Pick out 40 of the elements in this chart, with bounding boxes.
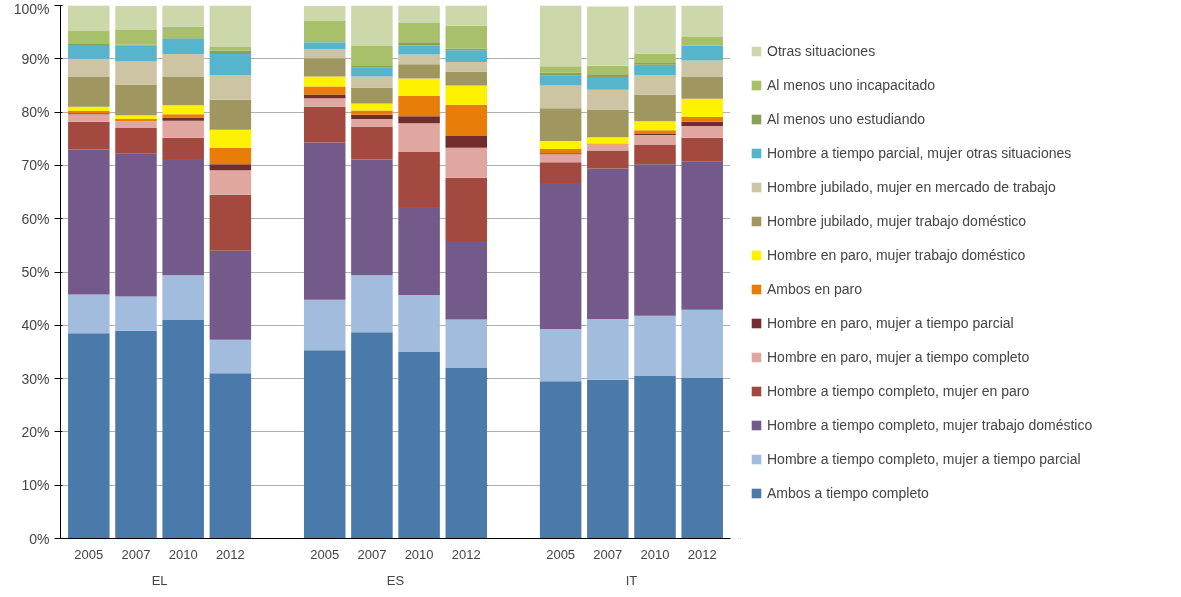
legend-label: Al menos uno incapacitado [767, 76, 936, 93]
x-tick-label: 2005 [74, 546, 104, 562]
legend-label: Ambos en paro [767, 280, 862, 297]
x-tick-label: 2005 [546, 546, 576, 562]
legend-label: Otras situaciones [767, 42, 876, 59]
x-tick-label: 2005 [310, 546, 340, 562]
x-tick-label: 2010 [404, 546, 434, 562]
legend-label: Hombre jubilado, mujer trabajo doméstico [767, 212, 1027, 229]
y-tick-label: 70% [21, 157, 50, 174]
x-tick-label: 2012 [215, 546, 245, 562]
legend-label: Hombre jubilado, mujer en mercado de trabajo [767, 178, 1056, 195]
x-tick-label: 2010 [168, 546, 198, 562]
legend-label: Hombre a tiempo completo, mujer a tiempo parcial [767, 450, 1081, 467]
y-tick-label: 0% [29, 530, 50, 547]
y-tick-label: 40% [21, 317, 50, 334]
legend-label: Hombre a tiempo completo, mujer en paro [767, 382, 1030, 399]
y-tick-label: 30% [21, 370, 50, 387]
x-tick-label: 2007 [593, 546, 623, 562]
y-tick-label: 80% [21, 104, 50, 121]
legend-label: Hombre en paro, mujer a tiempo parcial [767, 314, 1014, 331]
legend-label: Hombre a tiempo completo, mujer trabajo doméstico [767, 416, 1093, 433]
legend-label: Ambos a tiempo completo [767, 484, 929, 501]
legend-label: Hombre a tiempo parcial, mujer otras situaciones [767, 144, 1072, 161]
text: IT [625, 572, 638, 588]
legend-label: Hombre en paro, mujer a tiempo completo [767, 348, 1030, 365]
legend-label: Hombre en paro, mujer trabajo doméstico [767, 246, 1026, 263]
x-tick-label: 2012 [687, 546, 717, 562]
y-tick-label: 60% [21, 210, 50, 227]
y-tick-label: 50% [21, 264, 50, 280]
y-tick-label: 100% [13, 0, 50, 17]
x-tick-label: 2007 [121, 546, 151, 562]
x-tick-label: 2007 [357, 546, 387, 562]
y-tick-label: 20% [21, 423, 50, 440]
legend-label: Al menos uno estudiando [767, 110, 925, 127]
text: EL [151, 572, 168, 588]
y-tick-label: 10% [21, 477, 50, 494]
x-tick-label: 2010 [640, 546, 670, 562]
y-tick-label: 90% [21, 50, 50, 67]
x-tick-label: 2012 [451, 546, 481, 562]
text: ES [386, 572, 405, 588]
